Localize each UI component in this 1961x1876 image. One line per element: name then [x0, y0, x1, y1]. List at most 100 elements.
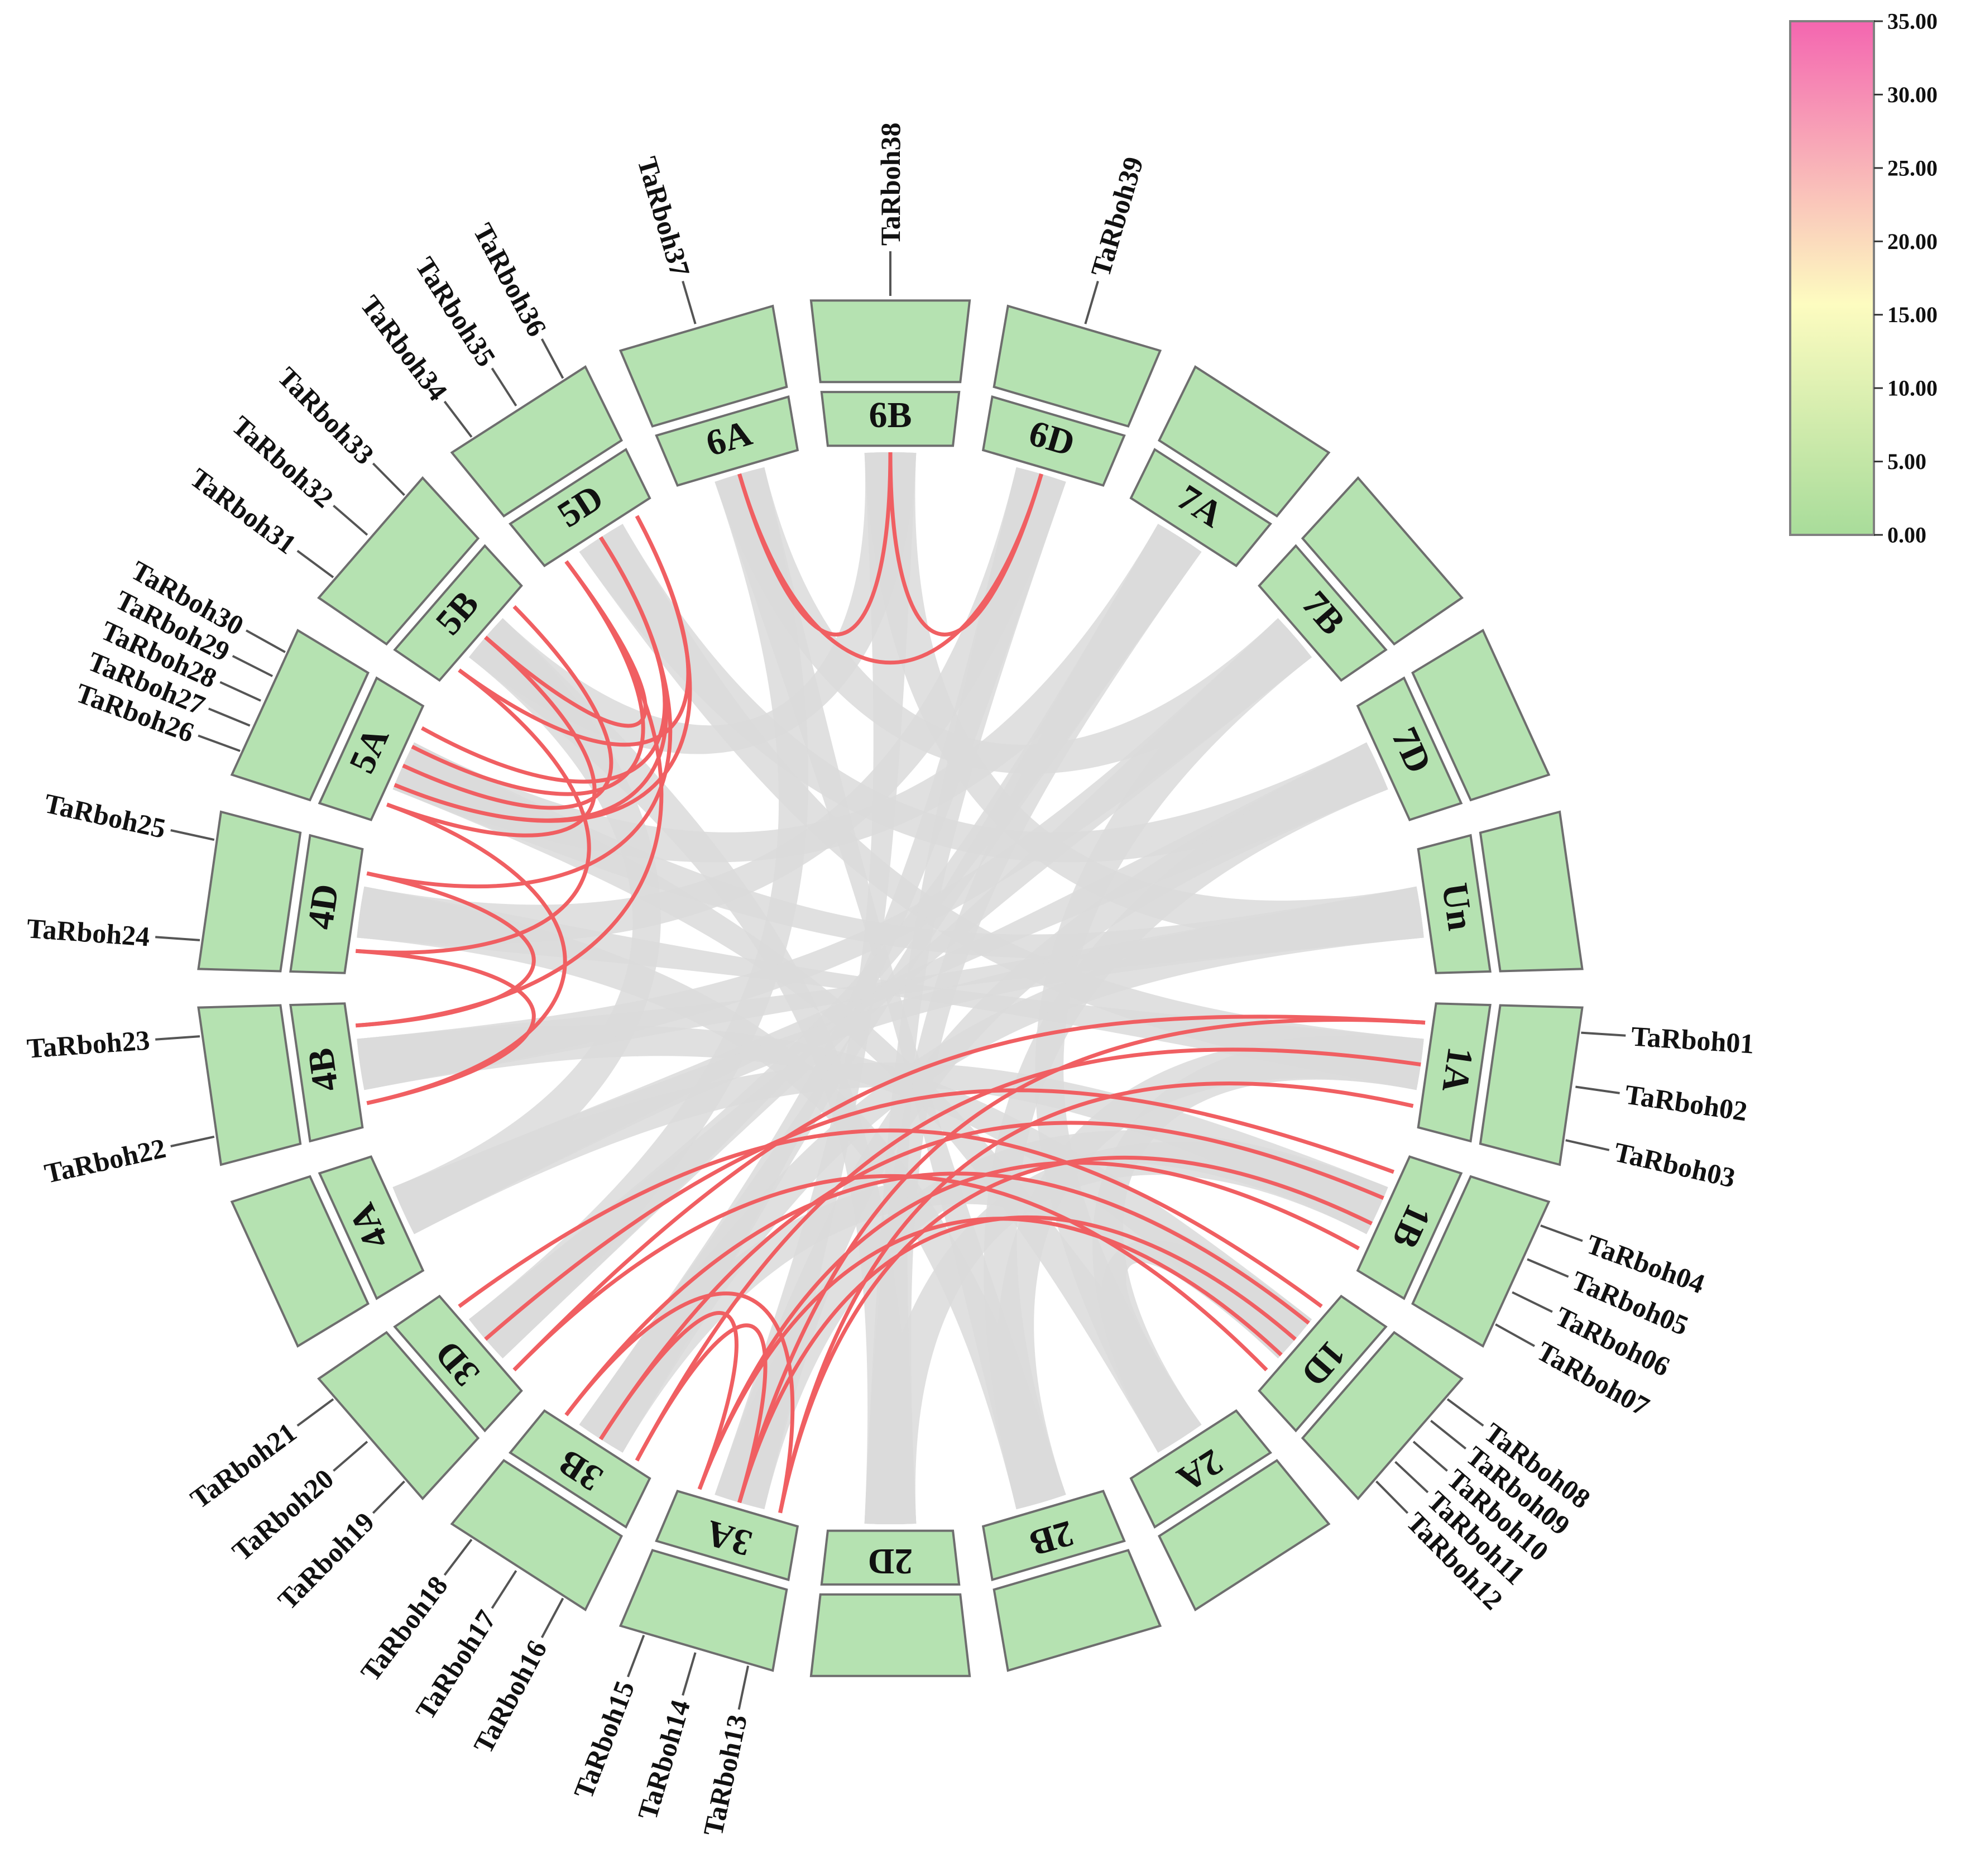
gray-synteny-link [715, 742, 1388, 1510]
segmental-duplication-link [512, 1174, 1268, 1372]
gene-tick [627, 1634, 645, 1678]
gene-tick [1540, 1224, 1583, 1242]
gene-label: TaRboh01 [1630, 1020, 1755, 1059]
segmental-duplication-link [737, 1017, 1426, 1504]
chromosome-block-4D [197, 810, 302, 973]
gene-tick [540, 338, 564, 379]
chromosome-label-box-4D [289, 834, 364, 974]
segmental-duplication-link [697, 1217, 1283, 1490]
chromosome-label: 6B [869, 395, 912, 436]
gene-tick [682, 280, 697, 324]
chromosome-label-box-7D [1356, 676, 1463, 821]
chromosome-label-box-5B [393, 544, 523, 682]
chromosome-label: Un [1434, 880, 1481, 933]
legend-tick-label: 20.00 [1887, 229, 1938, 254]
gray-synteny-link [469, 618, 1312, 1358]
chromosome-block-7D [1411, 629, 1551, 802]
gene-tick [372, 1480, 405, 1514]
gene-tick [443, 400, 473, 438]
segmental-duplication-link [599, 1121, 1384, 1440]
chromosome-block-1B [1411, 1175, 1551, 1348]
gene-tick [682, 1652, 697, 1696]
segmental-duplication-link [737, 473, 1043, 664]
gene-tick [155, 1035, 200, 1041]
gene-label: TaRboh15 [567, 1677, 640, 1803]
gene-tick [1581, 1031, 1626, 1037]
segmental-duplication-link [356, 668, 591, 955]
chromosome-block-1A [1479, 1004, 1584, 1166]
chromosome-label-box-6D [981, 395, 1126, 487]
chromosome-label-box-1A [1417, 1002, 1492, 1143]
chromosome-label-box-6B [820, 391, 961, 447]
chromosome-label-box-2B [981, 1490, 1126, 1581]
chromosome-label-box-3D [393, 1294, 523, 1433]
gene-tick [296, 549, 334, 578]
segmental-duplication-link [737, 1215, 1297, 1504]
segmental-duplication-link [458, 515, 691, 747]
gene-tick [208, 707, 251, 727]
gene-label: TaRboh22 [42, 1132, 169, 1189]
red-link-layer [356, 452, 1426, 1514]
gene-label: TaRboh25 [42, 787, 169, 844]
chromosome-label-box-Un [1417, 834, 1492, 974]
segmental-duplication-link [386, 635, 597, 838]
gene-tick [246, 629, 286, 653]
chromosome-label-box-1D [1258, 1294, 1388, 1433]
gene-tick [540, 1597, 564, 1638]
chromosome-label-box-3A [655, 1490, 799, 1581]
segmental-duplication-link [484, 560, 648, 728]
segmental-duplication-link [635, 1047, 1421, 1462]
segmental-duplication-link [778, 1081, 1414, 1514]
chromosome-label-box-3B [509, 1409, 651, 1529]
chromosome-block-5B [317, 476, 480, 646]
gene-tick [1375, 1480, 1409, 1514]
chromosome-label: 1A [1434, 1045, 1481, 1095]
gray-synteny-link [1035, 618, 1312, 1453]
gray-synteny-link [984, 742, 1388, 1510]
gene-label: TaRboh03 [1611, 1136, 1738, 1194]
segmental-duplication-link [394, 536, 668, 822]
gene-tick [170, 829, 215, 841]
chromosome-block-1D [1301, 1331, 1464, 1501]
chromosome-label-box-6A [655, 395, 799, 487]
segmental-duplication-link [635, 1323, 768, 1504]
chromosome-block-2B [993, 1549, 1162, 1672]
chromosome-ring: 6B 6D7A7B7DUn1A1B1D2A2B2D3A3B3D4A4B4D5A5B… [197, 299, 1584, 1677]
segmental-duplication-link [458, 1128, 1323, 1308]
gene-label: TaRboh39 [1085, 153, 1149, 280]
chromosome-label-box-2A [1129, 1409, 1272, 1529]
color-legend: 0.00 5.00 10.00 15.00 20.00 25.00 30.00 35.00 [1789, 9, 1938, 548]
chromosome-label-box-1B [1356, 1155, 1463, 1300]
chromosome-label-box-4A [318, 1155, 425, 1300]
gene-tick [219, 681, 261, 702]
chromosome-block-4B [197, 1004, 302, 1166]
gray-synteny-link [864, 467, 1066, 1525]
chromosome-block-3B [450, 1459, 623, 1611]
legend-tick-label: 15.00 [1887, 302, 1938, 327]
chromosome-label: 4B [300, 1046, 346, 1094]
chromosome-block-6A [618, 304, 788, 428]
gray-synteny-link [579, 524, 1388, 863]
gene-tick [170, 1135, 215, 1147]
gene-tick [1575, 1085, 1620, 1094]
chromosome-label-box-5D [509, 448, 651, 567]
gene-tick [1084, 280, 1099, 324]
gene-tick [198, 734, 241, 752]
gene-tick [1565, 1139, 1610, 1151]
gene-label: TaRboh24 [26, 912, 151, 952]
gene-tick [232, 655, 274, 677]
chromosome-label-box-7A [1129, 448, 1272, 567]
gene-label: TaRboh14 [631, 1696, 696, 1823]
gene-tick [333, 505, 368, 536]
chromosome-block-2A [1158, 1459, 1331, 1611]
gene-tick [372, 462, 405, 496]
gene-tick [1495, 1323, 1535, 1347]
gene-label: TaRboh37 [631, 153, 696, 280]
gray-synteny-link [715, 467, 1312, 774]
gene-label: TaRboh23 [26, 1024, 151, 1064]
legend-tick-label: 5.00 [1887, 449, 1926, 474]
gene-tick [333, 1440, 368, 1472]
gene-tick [296, 1398, 334, 1427]
gene-label: TaRboh38 [875, 123, 906, 246]
